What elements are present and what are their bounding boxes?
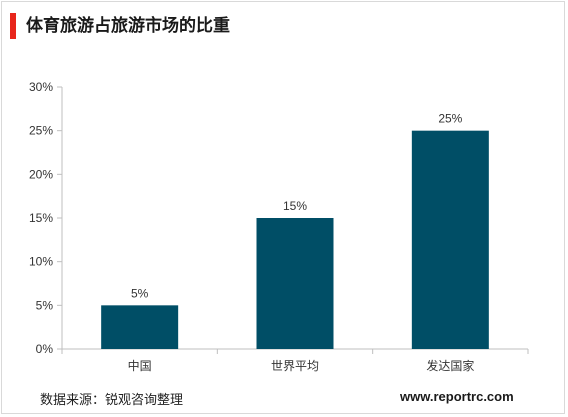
y-tick-label: 5%: [36, 298, 54, 312]
website-url: www.reportrc.com: [400, 389, 514, 404]
y-tick-label: 30%: [29, 80, 53, 94]
y-tick-label: 25%: [29, 124, 53, 138]
y-tick-label: 20%: [29, 167, 53, 181]
bar: [256, 218, 334, 349]
x-tick-label: 发达国家: [426, 358, 474, 373]
data-source-note: 数据来源：锐观咨询整理: [40, 393, 184, 408]
bar-value-label: 15%: [283, 199, 307, 213]
bar-value-label: 25%: [438, 112, 462, 126]
bar: [101, 305, 179, 349]
title-accent-bar: [10, 13, 16, 39]
x-tick-label: 中国: [128, 358, 152, 373]
y-tick-label: 15%: [29, 211, 53, 225]
x-tick-label: 世界平均: [271, 359, 319, 373]
bar: [411, 130, 489, 349]
y-tick-label: 10%: [29, 255, 53, 269]
page-title: 体育旅游占旅游市场的比重: [26, 16, 230, 36]
y-tick-label: 0%: [36, 342, 54, 356]
bar-value-label: 5%: [131, 286, 149, 300]
